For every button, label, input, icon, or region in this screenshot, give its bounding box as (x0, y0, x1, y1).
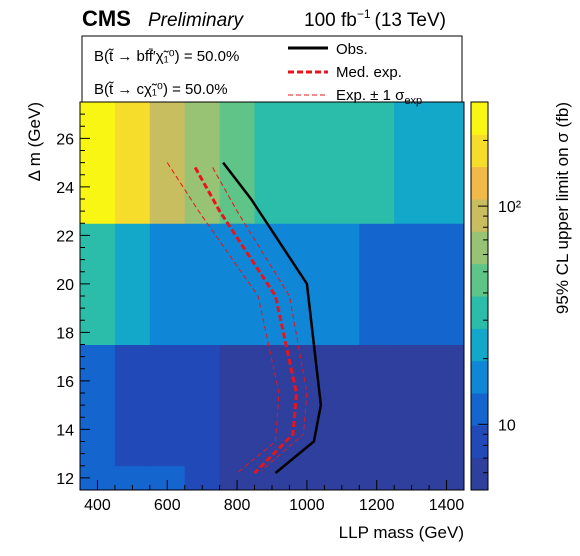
energy-value: (13 TeV) (375, 10, 446, 31)
colorbar-segment (471, 425, 488, 442)
z-tick-label: 10² (498, 199, 522, 216)
heatmap-cell (114, 344, 151, 467)
colorbar-segment (471, 150, 488, 168)
colorbar-segment (471, 328, 488, 345)
y-tick-label: 20 (56, 277, 74, 294)
heatmap-cell (219, 102, 256, 224)
expected-band-upper-line (212, 167, 308, 471)
heatmap-cell (324, 102, 360, 224)
heatmap-cell (149, 223, 186, 345)
limit-contours (166, 161, 323, 475)
heatmap-cell (184, 223, 221, 345)
heatmap-cell (80, 102, 116, 224)
colorbar-segment (471, 102, 488, 119)
x-tick-label: 1000 (289, 497, 325, 514)
heatmap-cell (184, 344, 221, 467)
heatmap-cell (184, 102, 221, 224)
median-expected-line (193, 166, 298, 475)
y-axis-title: Δ m (GeV) (25, 102, 44, 181)
lumi-label: 100 fb−1 (13 TeV) (304, 7, 446, 31)
x-axis-ticks: 400 600 800 1000 1200 1400 (79, 480, 465, 514)
z-colorbar (470, 101, 489, 491)
colorbar-segment (471, 344, 488, 362)
branching-ratio-2: B(t̃ → cχ̃₁⁰) = 50.0% (94, 81, 228, 98)
heatmap-cell (114, 102, 151, 224)
x-tick-label: 1200 (359, 497, 395, 514)
x-tick-label: 400 (84, 497, 111, 514)
expected-band-lower-line (166, 162, 280, 474)
colorbar-segment (471, 473, 488, 491)
heatmap-cell (394, 344, 465, 467)
colorbar-segment (471, 279, 488, 297)
x-tick-label: 600 (154, 497, 181, 514)
heatmap-cell (254, 344, 290, 467)
y-tick-label: 14 (56, 422, 74, 439)
branching-ratio-1: B(t̃ → bff̄′χ̃₁⁰) = 50.0% (94, 48, 239, 65)
heatmap-cell (254, 102, 290, 224)
y-tick-label: 22 (56, 228, 74, 245)
colorbar-segment (471, 409, 488, 426)
y-tick-label: 16 (56, 374, 74, 391)
colorbar-segment (471, 134, 488, 151)
y-axis-ticks: 12 14 16 18 20 22 24 26 (56, 101, 90, 491)
heatmap-cell (289, 102, 325, 224)
y-tick-label: 26 (56, 131, 74, 148)
status-label: Preliminary (148, 10, 245, 31)
legend-box (81, 35, 463, 103)
legend-band-label: Exp. ± 1 σexp (336, 87, 422, 107)
z-axis-ticks: 10 10² (478, 101, 522, 491)
legend-med-label: Med. exp. (336, 64, 402, 81)
colorbar-segment (471, 263, 488, 281)
y-tick-label: 12 (56, 471, 74, 488)
heatmap-cell (359, 223, 395, 345)
heatmap-cells (80, 102, 465, 491)
lumi-value: 100 fb (304, 10, 357, 31)
z-tick-label: 10 (498, 417, 516, 434)
heatmap-cell (394, 223, 465, 345)
x-axis-title: LLP mass (GeV) (339, 523, 464, 542)
z-axis-title: 95% CL upper limit on σ (fb) (553, 102, 572, 314)
colorbar-segment (471, 360, 488, 378)
heatmap-cell (394, 102, 465, 224)
heatmap-cell (254, 223, 290, 345)
colorbar-segment (471, 296, 488, 313)
colorbar-segment (471, 199, 488, 216)
legend-band-main: Exp. ± 1 σ (336, 87, 405, 104)
colorbar-segment (471, 247, 488, 265)
heatmap-cell (219, 344, 256, 467)
heatmap-cell (114, 223, 151, 345)
colorbar-segment (471, 376, 488, 394)
lumi-exponent: −1 (357, 7, 371, 21)
colorbar-frame (470, 101, 489, 491)
heatmap-cell (359, 344, 395, 467)
colorbar-segment (471, 118, 488, 135)
legend-band-sub: exp (404, 95, 422, 107)
colorbar-segment (471, 312, 488, 329)
colorbar-segment (471, 215, 488, 232)
heatmap-cell (149, 344, 186, 467)
colorbar-segment (471, 166, 488, 184)
legend-obs-label: Obs. (336, 41, 368, 58)
heatmap-cell (359, 102, 395, 224)
colorbar-segment (471, 457, 488, 475)
x-tick-label: 1400 (429, 497, 465, 514)
colorbar-segment (471, 182, 488, 200)
observed-limit-line (222, 161, 323, 474)
heatmap-cell (80, 344, 116, 467)
colorbar-segment (471, 441, 488, 459)
y-tick-label: 24 (56, 180, 74, 197)
heatmap-cell (324, 344, 360, 467)
experiment-label: CMS (82, 6, 131, 31)
y-tick-label: 18 (56, 325, 74, 342)
x-tick-label: 800 (224, 497, 251, 514)
heatmap-cell (324, 223, 360, 345)
colorbar-segment (471, 231, 488, 248)
colorbar-segment (471, 393, 488, 410)
